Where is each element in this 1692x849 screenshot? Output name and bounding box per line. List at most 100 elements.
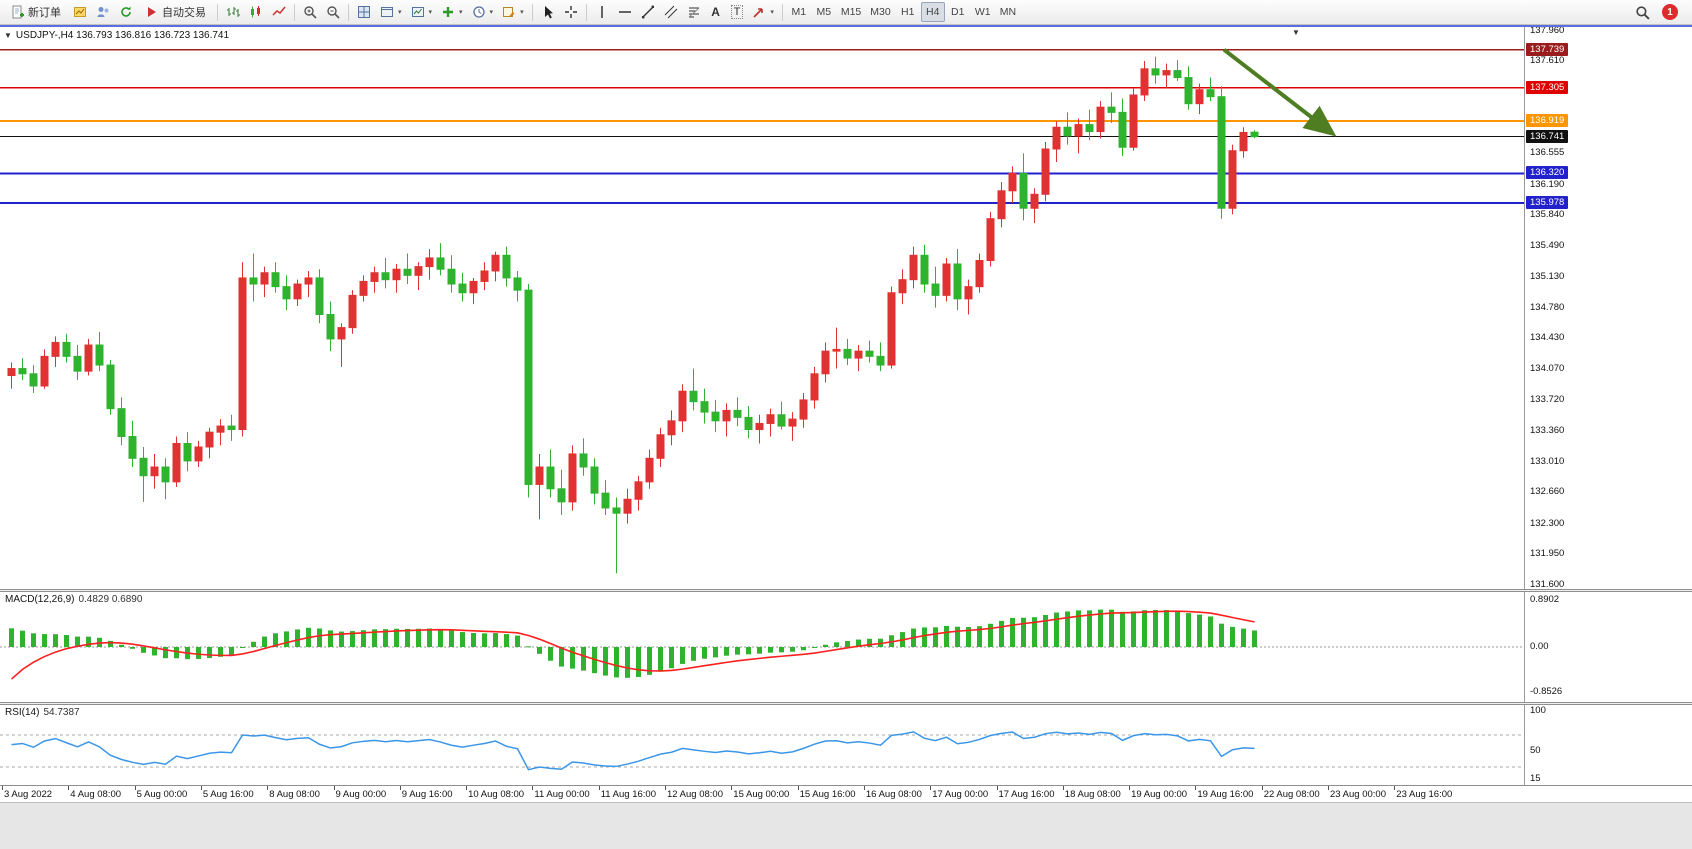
line-chart-button[interactable] — [268, 2, 290, 22]
time-axis-label: 12 Aug 08:00 — [667, 789, 723, 800]
text-tool-icon: A — [711, 5, 720, 19]
new-order-button[interactable]: 新订单 — [4, 2, 68, 22]
macd-axis-label: 0.00 — [1530, 641, 1549, 652]
macd-histogram-bar — [823, 644, 828, 647]
cursor-button[interactable] — [537, 2, 559, 22]
price-axis-label: 136.555 — [1530, 146, 1565, 158]
macd-pane[interactable]: MACD(12,26,9) 0.4829 0.6890 — [0, 592, 1524, 702]
label-tool-button[interactable]: T — [727, 2, 748, 22]
new-chart-button[interactable] — [69, 2, 91, 22]
bar-chart-icon — [227, 7, 240, 17]
profiles-button[interactable] — [92, 2, 114, 22]
candle — [282, 286, 291, 300]
rsi-canvas[interactable] — [0, 705, 1524, 785]
candle — [810, 373, 819, 401]
periods-button[interactable]: ▾ — [468, 2, 498, 22]
zoom-out-button[interactable] — [322, 2, 344, 22]
fibonacci-tool-button[interactable] — [683, 2, 705, 22]
notification-badge[interactable]: 1 — [1662, 4, 1678, 20]
pane-splitter[interactable] — [0, 702, 1692, 705]
candle — [84, 344, 93, 372]
macd-histogram-bar — [515, 635, 520, 647]
templates-button[interactable]: ▾ — [498, 2, 528, 22]
macd-histogram-bar — [207, 647, 212, 658]
macd-histogram-bar — [1175, 610, 1180, 647]
crosshair-button[interactable] — [560, 2, 582, 22]
chart-shift-marker[interactable]: ▼ — [1292, 28, 1300, 37]
trendline-icon — [641, 5, 654, 19]
macd-histogram-bar — [922, 627, 927, 647]
time-axis[interactable]: 3 Aug 2022 4 Aug 08:00 5 Aug 00:00 5 Aug 16… — [0, 785, 1692, 802]
price-chart-canvas[interactable] — [0, 27, 1524, 589]
price-chart-pane[interactable]: ▼ USDJPY-,H4 136.793 136.816 136.723 136… — [0, 27, 1524, 589]
chart-collapse-icon[interactable]: ▼ — [4, 31, 12, 40]
bar-chart-button[interactable] — [222, 2, 244, 22]
candle — [51, 341, 60, 357]
candle — [139, 457, 148, 477]
time-axis-tick — [200, 786, 202, 790]
candlestick-chart-button[interactable] — [245, 2, 267, 22]
macd-histogram-bar — [603, 647, 608, 676]
candle — [227, 425, 236, 431]
timeframe-h1-button[interactable]: H1 — [896, 2, 920, 22]
time-axis-label: 17 Aug 16:00 — [998, 789, 1055, 800]
vertical-line-tool-button[interactable] — [591, 2, 613, 22]
candle — [1129, 94, 1138, 148]
zoom-out-icon — [327, 6, 340, 19]
candle — [128, 436, 137, 459]
timeframe-m5-button[interactable]: M5 — [812, 2, 836, 22]
auto-trading-icon — [148, 7, 156, 17]
timeframe-d1-button[interactable]: D1 — [946, 2, 970, 22]
pane-splitter[interactable] — [0, 589, 1692, 592]
macd-histogram-bar — [526, 646, 531, 648]
macd-histogram-bar — [614, 647, 619, 678]
new-chart-window-button[interactable]: ▾ — [376, 2, 406, 22]
refresh-button[interactable] — [115, 2, 137, 22]
auto-trading-button[interactable]: 自动交易 — [138, 2, 213, 22]
trend-arrow[interactable] — [1222, 48, 1337, 137]
search-button[interactable] — [1631, 2, 1654, 22]
timeframe-h4-button[interactable]: H4 — [920, 2, 945, 22]
price-axis-label: 133.720 — [1530, 393, 1565, 405]
macd-histogram-bar — [691, 647, 696, 661]
new-order-icon — [12, 5, 24, 19]
channel-tool-button[interactable] — [660, 2, 682, 22]
price-badge-137.305: 137.305 — [1526, 80, 1569, 94]
macd-canvas[interactable] — [0, 592, 1524, 702]
candle — [205, 431, 214, 448]
shapes-tool-button[interactable]: ▾ — [748, 2, 778, 22]
candle — [722, 409, 731, 422]
rsi-pane[interactable]: RSI(14) 54.7387 — [0, 705, 1524, 785]
horizontal-line-tool-button[interactable] — [614, 2, 636, 22]
macd-histogram-bar — [581, 647, 586, 671]
candle — [590, 466, 599, 494]
timeframe-m15-button[interactable]: M15 — [837, 2, 865, 22]
zoom-in-button[interactable] — [299, 2, 321, 22]
tile-windows-button[interactable] — [353, 2, 375, 22]
candle — [700, 401, 709, 413]
time-axis-label: 17 Aug 00:00 — [932, 789, 989, 800]
macd-histogram-bar — [284, 631, 289, 647]
candle — [1063, 126, 1072, 137]
macd-histogram-bar — [999, 620, 1004, 647]
text-tool-button[interactable]: A — [706, 2, 726, 22]
chart-layout-button[interactable]: ▾ — [407, 2, 437, 22]
candle — [315, 277, 324, 316]
candle — [678, 390, 687, 422]
timeframe-w1-button[interactable]: W1 — [971, 2, 995, 22]
main-toolbar: 新订单 自动交易 — [0, 0, 1692, 25]
macd-histogram-bar — [1153, 609, 1158, 647]
add-indicator-button[interactable]: ▾ — [437, 2, 467, 22]
dropdown-arrow-icon: ▾ — [770, 9, 774, 16]
chart-window-icon — [381, 7, 393, 17]
macd-histogram-bar — [383, 629, 388, 647]
timeframe-m1-button[interactable]: M1 — [787, 2, 811, 22]
macd-histogram-bar — [482, 633, 487, 647]
timeframe-m30-button[interactable]: M30 — [866, 2, 894, 22]
candle — [777, 414, 786, 427]
trendline-tool-button[interactable] — [637, 2, 659, 22]
auto-trading-label: 自动交易 — [162, 7, 206, 19]
timeframe-mn-button[interactable]: MN — [996, 2, 1020, 22]
candle — [216, 425, 225, 433]
dropdown-arrow-icon: ▾ — [489, 9, 494, 16]
